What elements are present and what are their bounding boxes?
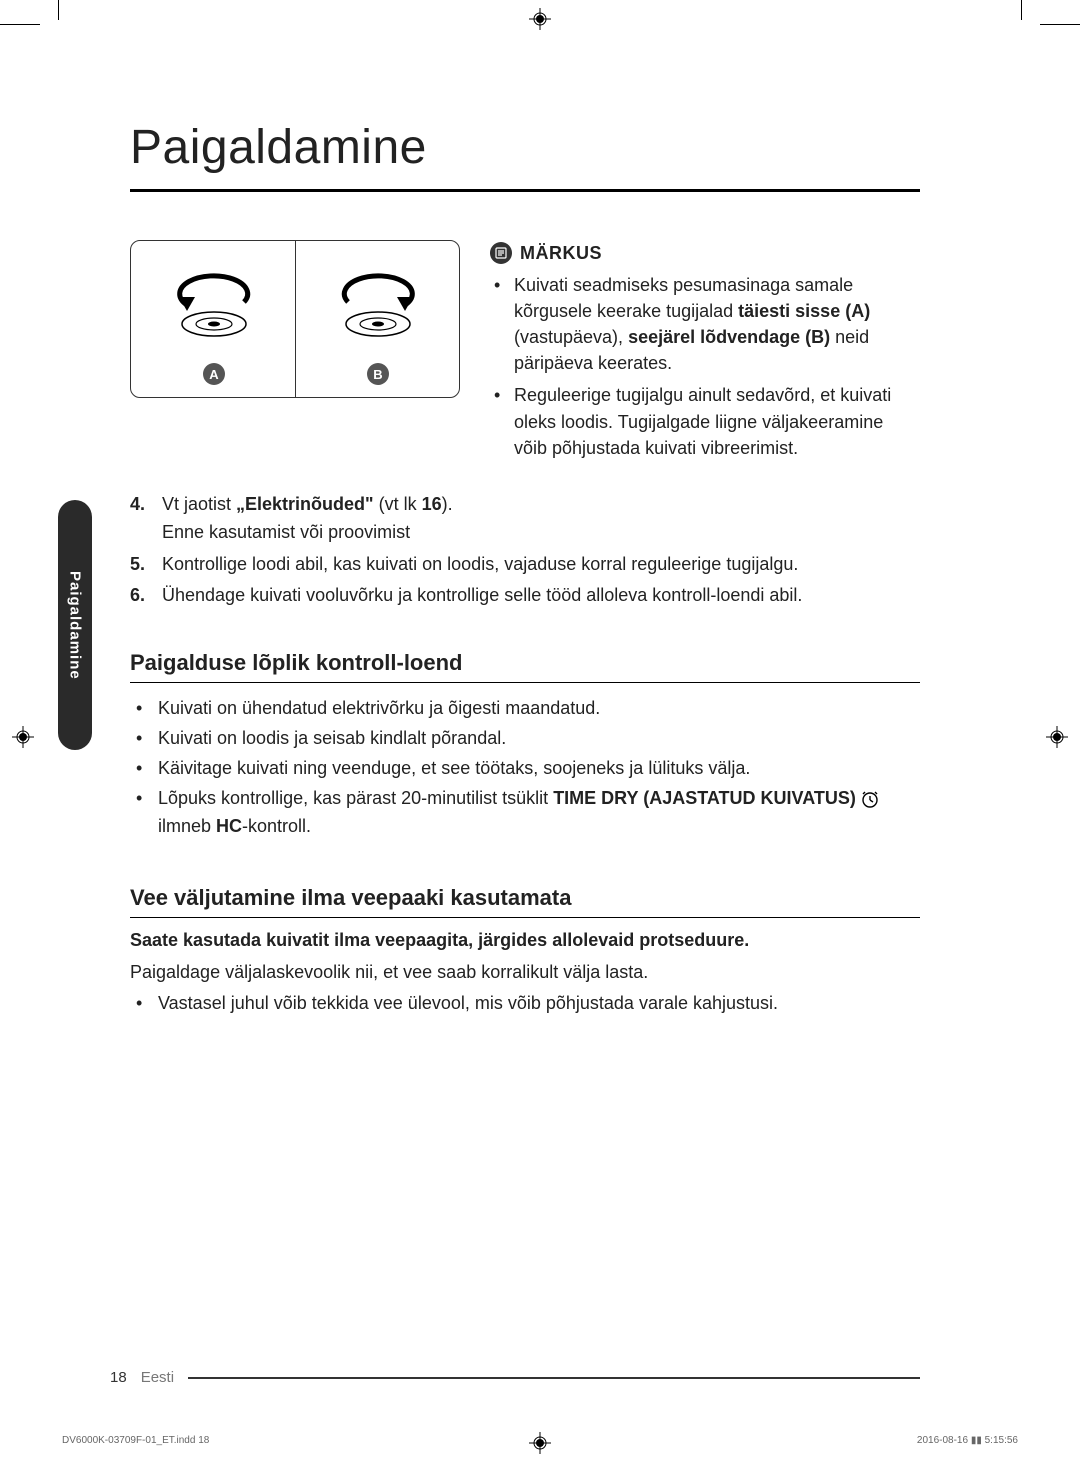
drain-paragraph: Paigaldage väljalaskevoolik nii, et vee … [130, 959, 920, 986]
leveling-diagram: A B [130, 240, 460, 398]
foot-icon [179, 309, 249, 339]
page-number: 18 [110, 1369, 127, 1386]
drain-bullet-item: Vastasel juhul võib tekkida vee ülevool,… [158, 990, 920, 1018]
diagram-label-a: A [203, 363, 225, 385]
checklist-item: Kuivati on ühendatud elektrivõrku ja õig… [158, 695, 920, 723]
page-title: Paigaldamine [130, 120, 920, 192]
note-icon [490, 242, 512, 264]
note-item: Reguleerige tugijalgu ainult sedavõrd, e… [514, 382, 920, 460]
registration-mark-icon [529, 1432, 551, 1454]
crop-mark [1040, 24, 1080, 25]
step-text: Kontrollige loodi abil, kas kuivati on l… [162, 551, 798, 579]
section-tab-label: Paigaldamine [67, 571, 84, 680]
foot-icon [343, 309, 413, 339]
imprint-timestamp: 2016-08-16 ▮▮ 5:15:56 [917, 1435, 1018, 1446]
registration-mark-icon [1046, 726, 1068, 748]
step-text: Vt jaotist „Elektrinõuded" (vt lk 16).En… [162, 491, 453, 547]
checklist: Kuivati on ühendatud elektrivõrku ja õig… [130, 695, 920, 840]
diagram-divider [295, 241, 296, 397]
registration-mark-icon [529, 8, 551, 30]
step-item: 5.Kontrollige loodi abil, kas kuivati on… [130, 551, 920, 579]
drain-intro: Saate kasutada kuivatit ilma veepaagita,… [130, 930, 920, 951]
drain-title: Vee väljutamine ilma veepaaki kasutamata [130, 885, 920, 918]
note-list: Kuivati seadmiseks pesumasinaga samale k… [490, 272, 920, 461]
checklist-title: Paigalduse lõplik kontroll-loend [130, 650, 920, 683]
step-number: 6. [130, 582, 156, 610]
footer-language: Eesti [141, 1369, 174, 1386]
checklist-item: Kuivati on loodis ja seisab kindlalt põr… [158, 725, 920, 753]
note-item: Kuivati seadmiseks pesumasinaga samale k… [514, 272, 920, 376]
registration-mark-icon [12, 726, 34, 748]
step-number: 4. [130, 491, 156, 547]
page-content: Paigaldamine A B [130, 120, 920, 1020]
step-text: Ühendage kuivati vooluvõrku ja kontrolli… [162, 582, 802, 610]
step-item: 4.Vt jaotist „Elektrinõuded" (vt lk 16).… [130, 491, 920, 547]
checklist-item: Lõpuks kontrollige, kas pärast 20-minuti… [158, 785, 920, 841]
note-heading: MÄRKUS [520, 240, 602, 266]
imprint-filename: DV6000K-03709F-01_ET.indd 18 [62, 1435, 209, 1446]
page-footer: 18 Eesti [110, 1369, 920, 1386]
drain-bullets: Vastasel juhul võib tekkida vee ülevool,… [130, 990, 920, 1018]
numbered-steps: 4.Vt jaotist „Elektrinõuded" (vt lk 16).… [130, 491, 920, 611]
step-item: 6.Ühendage kuivati vooluvõrku ja kontrol… [130, 582, 920, 610]
crop-mark [0, 24, 40, 25]
footer-rule [188, 1377, 920, 1379]
section-tab: Paigaldamine [58, 500, 92, 750]
diagram-label-b: B [367, 363, 389, 385]
clock-icon [861, 790, 879, 808]
note-block: MÄRKUS Kuivati seadmiseks pesumasinaga s… [490, 240, 920, 467]
step-number: 5. [130, 551, 156, 579]
checklist-item: Käivitage kuivati ning veenduge, et see … [158, 755, 920, 783]
